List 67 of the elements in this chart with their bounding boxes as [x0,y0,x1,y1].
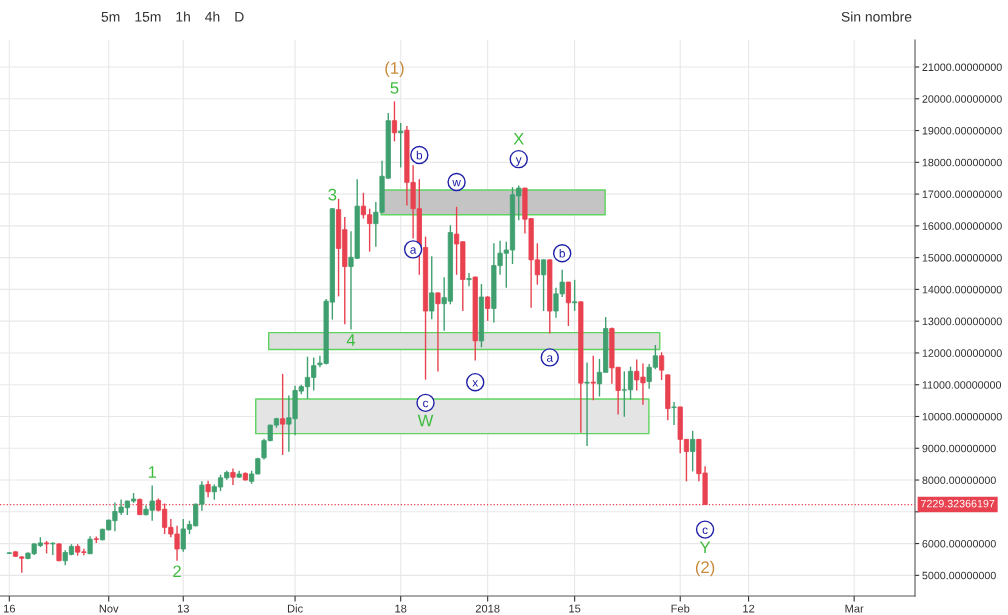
y-tick-label: 12000.00000000 [922,349,1002,357]
candlestick [398,122,404,169]
candlestick [584,361,590,447]
y-tick-label: 10000.00000000 [922,412,1002,421]
annotation: x [472,380,479,387]
candlestick [671,401,677,426]
candlestick [435,291,441,373]
y-tick-label: 11000.00000000 [922,381,1002,389]
x-tick-label: 15 [569,604,581,613]
annotation: a [547,355,554,362]
annotation: w [452,180,461,187]
x-tick-label: Dic [287,604,303,613]
x-tick-label: 18 [395,604,407,613]
annotation: 4 [346,334,356,346]
y-tick-label: 18000.00000000 [922,158,1002,167]
x-tick-label: 2018 [475,604,500,613]
y-tick-label: 20000.00000000 [922,95,1002,103]
y-tick-label: 8000.00000000 [922,476,996,485]
candlestick [659,351,665,381]
candlestick [429,255,435,320]
x-tick-label: Mar [845,604,864,613]
y-tick-label: 16000.00000000 [922,222,1002,230]
candlestick [572,279,578,312]
text: 1h [176,11,190,22]
text: 4h [205,11,220,22]
x-tick-label: 12 [743,604,755,613]
candlestick [690,430,696,473]
candlestick [540,258,547,312]
y-tick-label: 6000.00000000 [922,539,996,548]
annotation: c [423,400,429,408]
y-tick-label: 15000.00000000 [922,254,1002,262]
annotation: a [410,247,417,254]
y-tick-label: 19000.00000000 [922,126,1002,135]
x-tick-label: Nov [99,604,119,613]
annotation: y [515,157,522,166]
candlestick [391,100,398,143]
candlestick [485,295,491,322]
y-tick-label: 14000.00000000 [922,285,1002,294]
x-tick-label: 16 [3,604,16,613]
annotation: 2 [173,565,181,578]
annotation: (1) [385,61,404,78]
candlestick [280,373,286,456]
annotation: (2) [695,560,715,577]
y-tick-label: 21000.00000000 [922,63,1002,71]
x-tick-label: Feb [671,604,690,613]
annotation: c [702,527,708,534]
annotation: b [416,150,423,160]
y-tick-label: 5000.00000000 [922,571,996,580]
candlestick [590,355,596,401]
y-tick-label: 13000.00000000 [922,317,1002,326]
annotation: X [513,132,524,145]
text: 15m [135,12,161,22]
text: D [235,12,244,22]
text: 5m [101,12,120,22]
annotation: 1 [148,466,157,478]
candlestick [466,272,472,287]
annotation: 3 [328,188,337,201]
annotation: b [559,248,565,258]
annotation: Y [699,541,711,553]
y-tick-label: 17000.00000000 [922,190,1002,199]
text: Sin nombre [841,11,912,22]
candlestick [565,281,572,327]
annotation: W [417,414,434,427]
x-tick-label: 13 [177,604,189,613]
annotation: 5 [390,82,399,94]
ref-line-label: 7229.32366197 [921,499,995,508]
y-tick-label: 9000.00000000 [922,444,996,453]
